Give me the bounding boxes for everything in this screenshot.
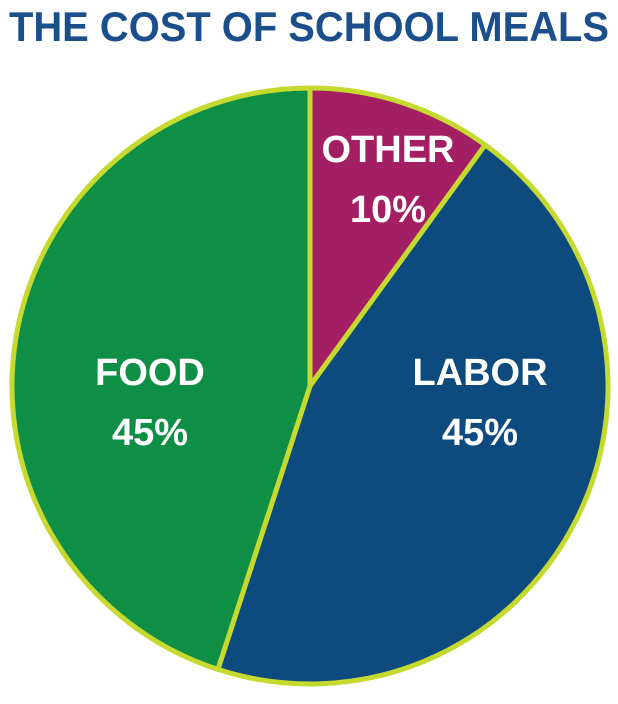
pie-slice	[307, 85, 488, 389]
chart-title: THE COST OF SCHOOL MEALS	[9, 3, 609, 50]
pie-slice	[9, 85, 313, 672]
slice-category-label: OTHER	[322, 129, 455, 171]
slice-category-label: LABOR	[412, 352, 547, 394]
slice-value-label: 10%	[350, 189, 426, 231]
slice-value-label: 45%	[112, 412, 188, 454]
slice-category-label: FOOD	[95, 352, 205, 394]
slice-value-label: 45%	[442, 412, 518, 454]
pie-slice	[215, 142, 611, 687]
